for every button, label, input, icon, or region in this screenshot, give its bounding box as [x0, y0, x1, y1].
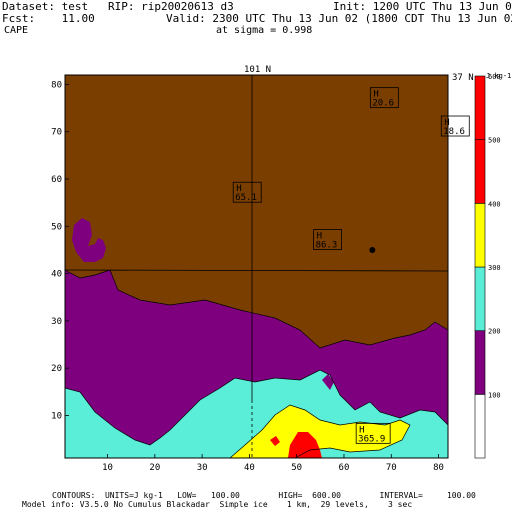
high-marker: H86.3 [313, 229, 343, 250]
high-marker: H65.1 [232, 181, 262, 203]
colorbar-unit: J kg-1 [486, 72, 511, 80]
colorbar-level: 100 [488, 391, 501, 399]
high-marker-box [369, 87, 399, 109]
cape-bump-1 [322, 374, 334, 390]
axis-ticks: 10 20 30 40 50 60 70 80 10 20 30 40 50 60 70 80 [51, 80, 444, 473]
high-symbol: H [359, 425, 364, 435]
right-latitude-label: 37 N [452, 73, 474, 83]
colorbar-band [474, 330, 486, 395]
x-tick-label: 80 [433, 463, 444, 473]
init-label: Init: 1200 UTC Thu 13 Jun 02 [333, 0, 512, 13]
high-marker-box [232, 181, 262, 203]
valid-label: Valid: 2300 UTC Thu 13 Jun 02 (1800 CDT … [166, 12, 512, 25]
colorbar-level: 500 [488, 137, 501, 145]
colorbar-level: 300 [488, 264, 501, 272]
cape-blob-left [72, 218, 106, 262]
high-value: 18.6 [443, 127, 465, 137]
high-symbol: H [444, 118, 449, 128]
colorbar-band [474, 139, 486, 204]
x-tick-label: 70 [386, 463, 397, 473]
high-value: 365.9 [358, 434, 385, 444]
x-tick-label: 20 [149, 463, 160, 473]
y-tick-label: 60 [51, 175, 62, 185]
sigma-label: at sigma = 0.998 [216, 25, 313, 36]
high-symbol: H [373, 90, 378, 100]
x-tick-label: 40 [244, 463, 255, 473]
field-label: CAPE [4, 25, 29, 36]
y-tick-label: 70 [51, 128, 62, 138]
colorbar-band [474, 75, 486, 140]
colorbar-band [474, 266, 486, 331]
dataset-label: Dataset: test RIP: rip20020613 d3 [2, 0, 234, 13]
cape-region-500 [288, 432, 322, 458]
fcst-label: Fcst: 11.00 [2, 12, 95, 25]
colorbar-band [474, 394, 486, 459]
x-tick-label: 60 [339, 463, 350, 473]
high-marker-box [440, 115, 470, 137]
x-tick-label: 30 [197, 463, 208, 473]
high-marker-box [313, 229, 343, 250]
x-tick-label: 10 [102, 463, 113, 473]
high-marker: H20.6 [369, 87, 399, 109]
colorbar-level: 600 [488, 73, 501, 81]
high-symbol: H [317, 231, 322, 241]
y-tick-label: 30 [51, 317, 62, 327]
location-marker [369, 246, 376, 253]
contours-info: CONTOURS: UNITS=J kg-1 LOW= 100.00 HIGH=… [52, 491, 476, 500]
high-marker-box [355, 422, 391, 444]
latitude-line [64, 269, 449, 272]
colorbar-level: 200 [488, 328, 501, 336]
y-tick-label: 80 [51, 80, 62, 90]
y-tick-label: 40 [51, 270, 62, 280]
high-value: 20.6 [372, 99, 394, 109]
high-value: 86.3 [316, 240, 338, 250]
high-value: 65.1 [235, 193, 257, 203]
top-longitude-label: 101 N [244, 65, 271, 75]
high-marker: H18.6 [440, 115, 470, 137]
y-tick-label: 10 [51, 411, 62, 421]
x-tick-label: 50 [291, 463, 302, 473]
colorbar-band [474, 203, 486, 268]
plot-frame [64, 74, 449, 459]
y-tick-label: 20 [51, 364, 62, 374]
high-symbol: H [236, 184, 241, 194]
model-info: Model info: V3.5.0 No Cumulus Blackadar … [22, 500, 413, 509]
y-tick-label: 50 [51, 222, 62, 232]
cape-region-500b [270, 436, 280, 446]
colorbar-level: 400 [488, 200, 501, 208]
colorbar: 100 200 300 400 500 600 [474, 73, 501, 459]
